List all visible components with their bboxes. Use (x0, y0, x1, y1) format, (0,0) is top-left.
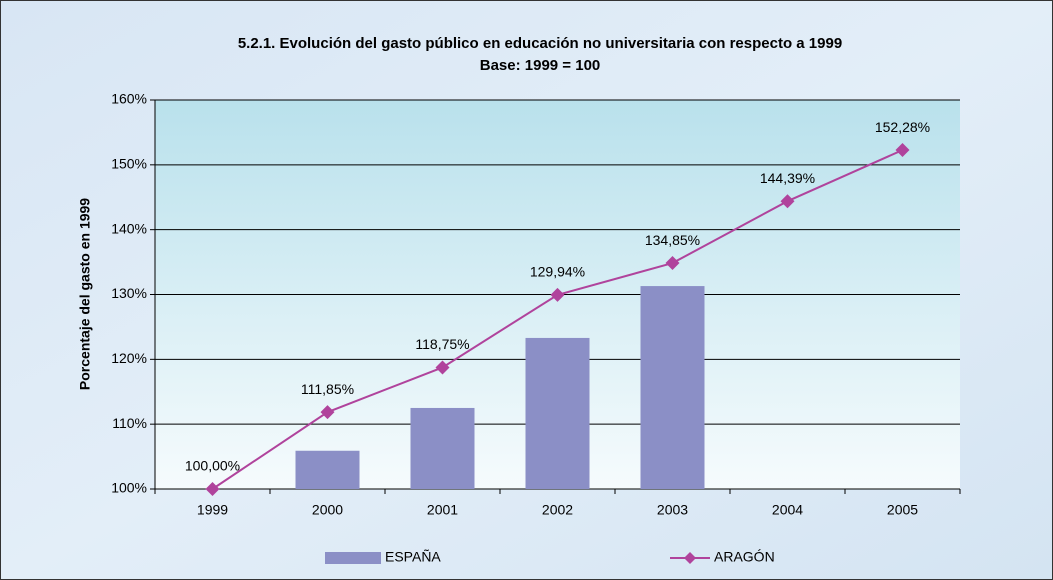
marker (205, 482, 220, 496)
x-tick-label: 2002 (542, 502, 573, 518)
x-tick-label: 2001 (427, 502, 458, 518)
marker (435, 360, 450, 375)
chart-subtitle: Base: 1999 = 100 (480, 57, 601, 74)
x-tick-label: 1999 (197, 502, 228, 518)
marker (320, 405, 335, 420)
data-label: 134,85% (645, 232, 700, 248)
bar (525, 337, 590, 489)
data-label: 129,94% (530, 264, 585, 280)
x-tick-label: 2000 (312, 502, 343, 518)
legend-label: ESPAÑA (385, 549, 441, 565)
data-label: 118,75% (415, 336, 469, 352)
data-label: 152,28% (875, 119, 930, 135)
bar (295, 450, 360, 489)
y-tick-label: 150% (111, 156, 147, 172)
bar (410, 407, 475, 489)
y-tick-label: 140% (111, 220, 147, 236)
data-label: 111,85% (301, 381, 354, 397)
legend-swatch (325, 552, 381, 564)
x-tick-label: 2003 (657, 502, 688, 518)
y-tick-label: 160% (111, 91, 147, 107)
legend-swatch (684, 552, 696, 564)
chart-title: 5.2.1. Evolución del gasto público en ed… (238, 35, 842, 52)
x-tick-label: 2005 (887, 502, 918, 518)
legend-label: ARAGÓN (714, 549, 775, 565)
bar (640, 286, 705, 489)
marker (780, 194, 795, 209)
marker (550, 287, 565, 302)
y-tick-label: 110% (112, 415, 147, 431)
y-tick-label: 100% (111, 480, 147, 496)
data-label: 144,39% (760, 170, 815, 186)
y-axis-label: Porcentaje del gasto en 1999 (77, 198, 93, 390)
marker (665, 256, 680, 271)
y-tick-label: 120% (111, 350, 147, 366)
data-label: 100,00% (185, 458, 240, 474)
x-tick-label: 2004 (772, 502, 803, 518)
y-tick-label: 130% (111, 285, 147, 301)
marker (895, 143, 910, 158)
